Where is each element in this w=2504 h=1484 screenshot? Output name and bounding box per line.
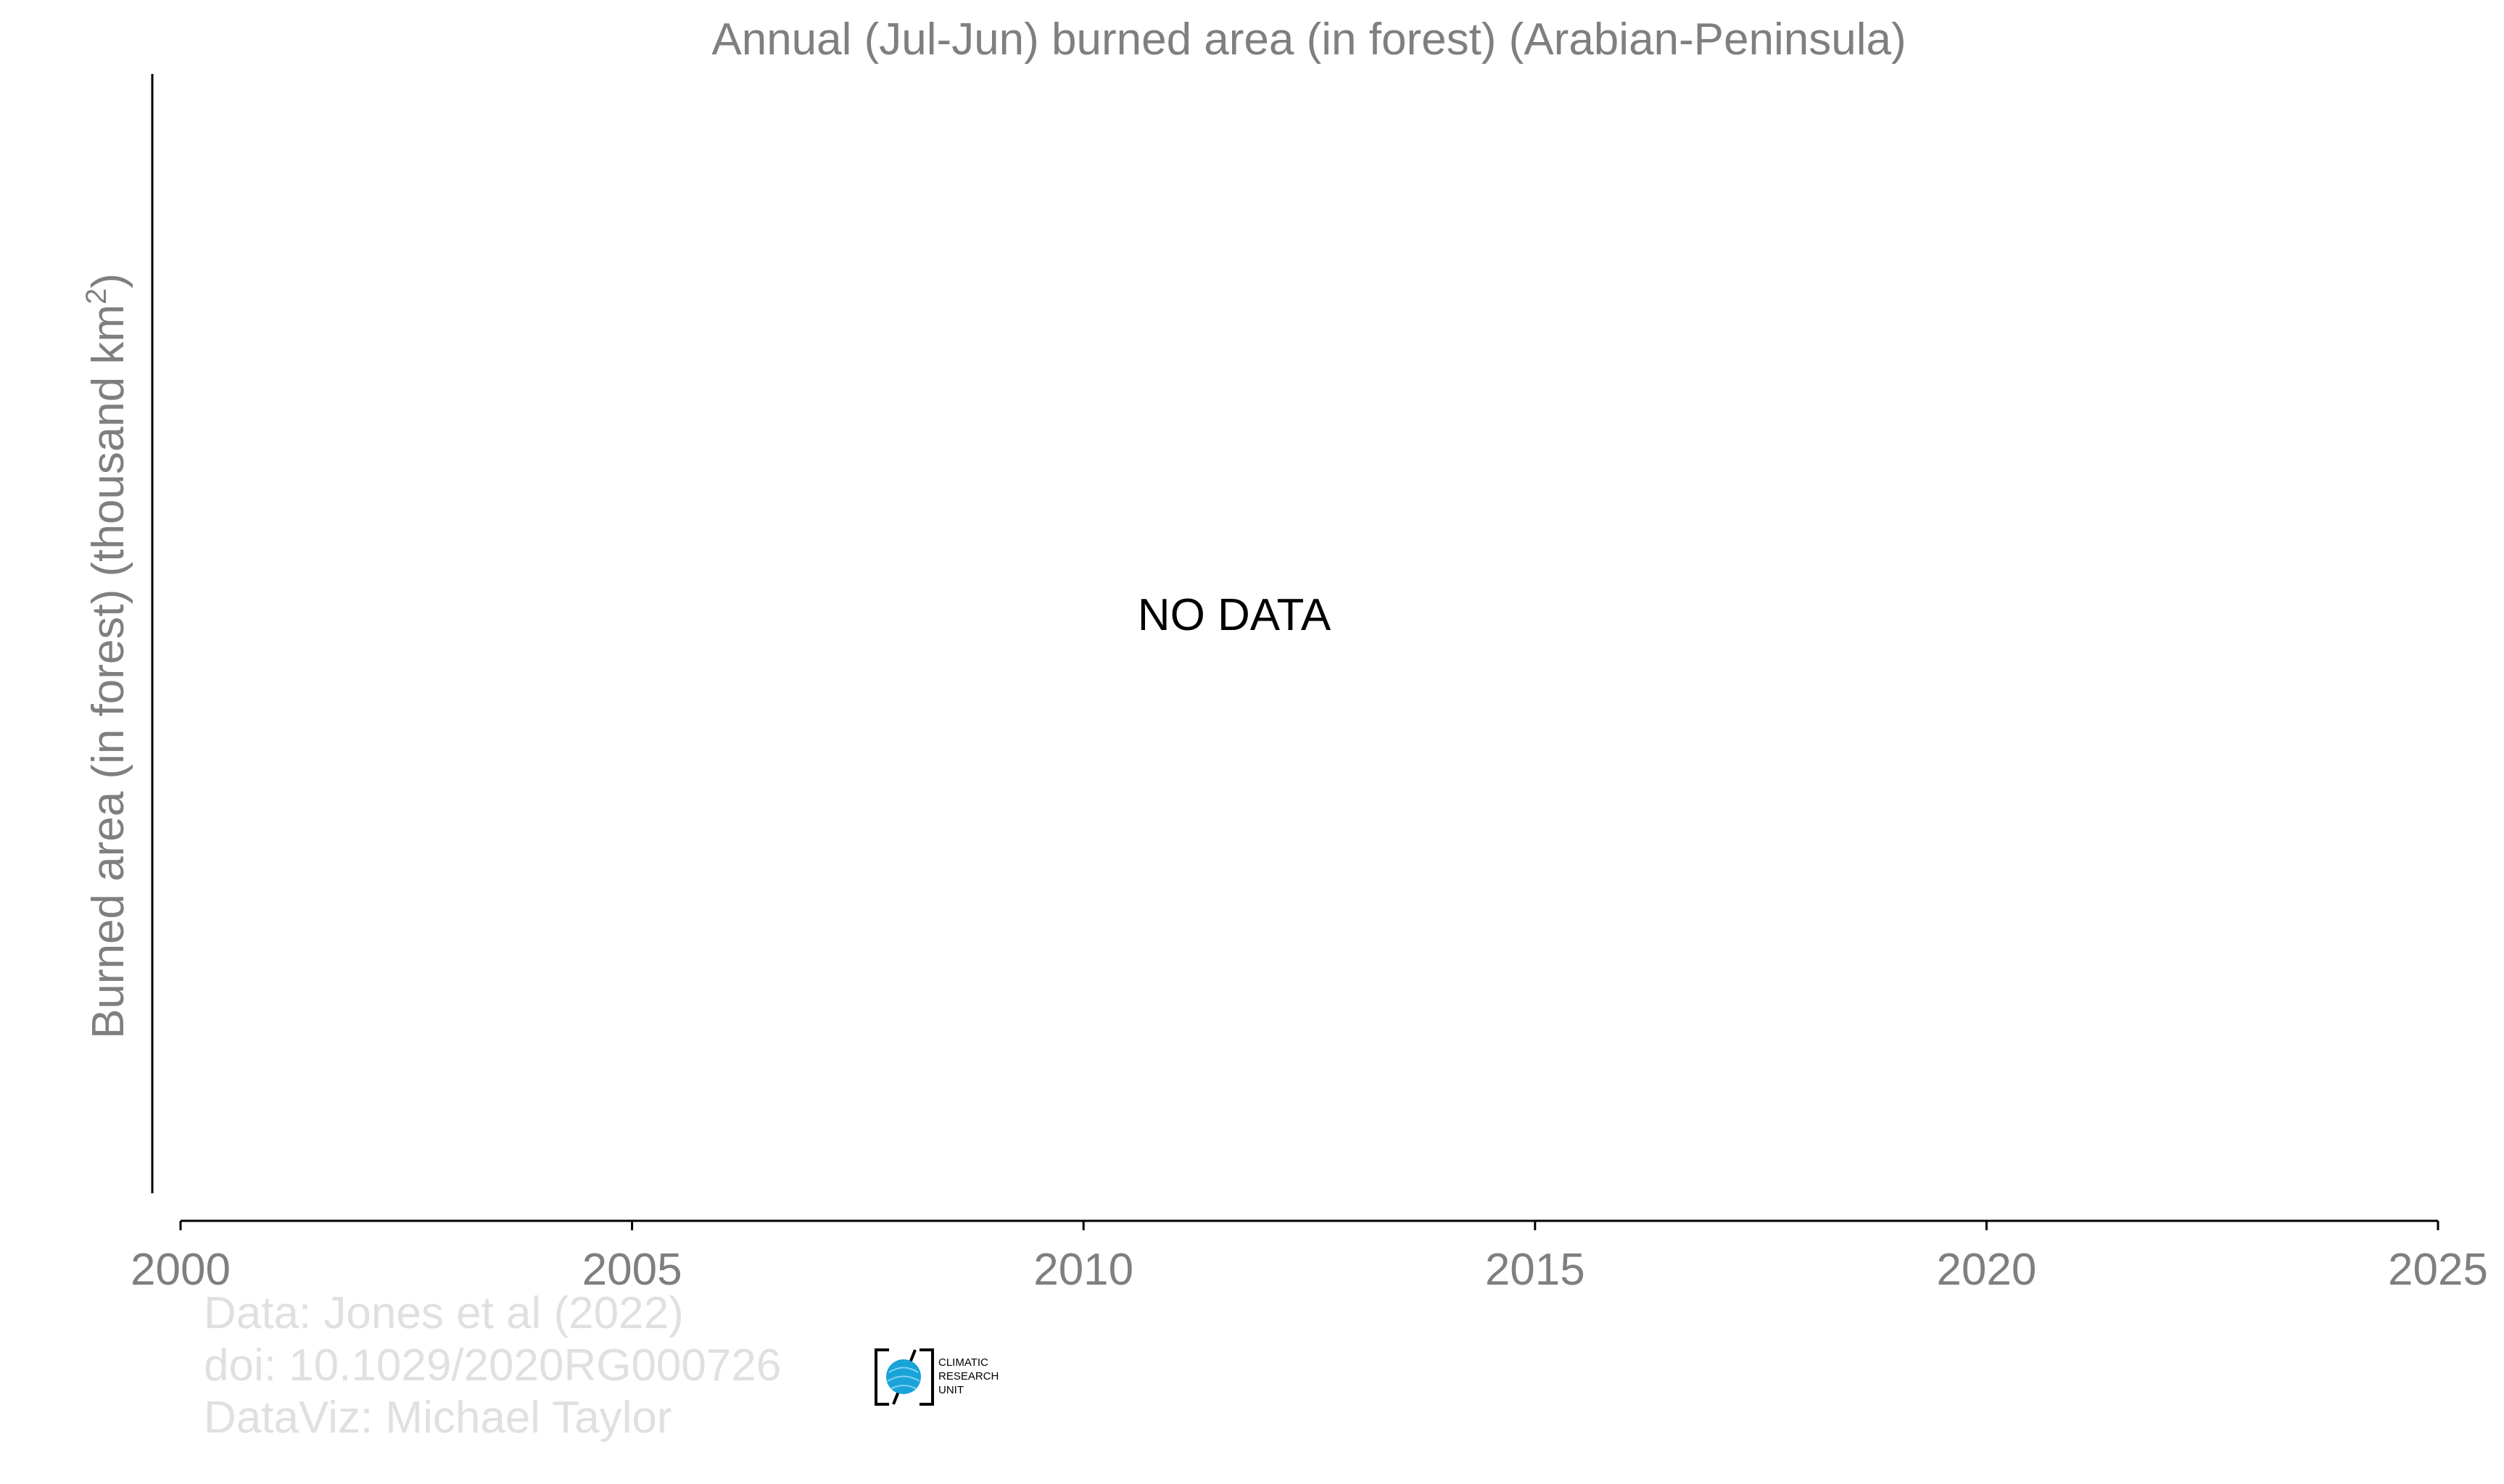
credit-doi: doi: 10.1029/2020RG000726 xyxy=(204,1340,781,1390)
x-tick-label-2025: 2025 xyxy=(2388,1245,2488,1295)
x-tick-label-2000: 2000 xyxy=(131,1245,231,1295)
globe-highlight xyxy=(887,1367,920,1390)
logo-text-line3: UNIT xyxy=(938,1384,964,1396)
y-axis-label-main: Burned area (in forest) (thousand km xyxy=(83,304,133,1039)
credit-data-source: Data: Jones et al (2022) xyxy=(204,1288,684,1338)
no-data-annotation: NO DATA xyxy=(1138,590,1331,640)
logo-text-line2: RESEARCH xyxy=(938,1370,999,1383)
cru-logo: CLIMATIC RESEARCH UNIT xyxy=(875,1348,999,1406)
x-tick-label-2010: 2010 xyxy=(1033,1245,1133,1295)
y-axis-label-superscript: 2 xyxy=(80,289,112,304)
x-tick-label-2005: 2005 xyxy=(582,1245,682,1295)
y-axis-label: Burned area (in forest) (thousand km2) xyxy=(80,273,133,1039)
y-axis-label-close: ) xyxy=(83,273,133,289)
credit-dataviz: DataViz: Michael Taylor xyxy=(204,1393,672,1443)
x-tick-label-2015: 2015 xyxy=(1485,1245,1585,1295)
chart-title: Annual (Jul-Jun) burned area (in forest)… xyxy=(711,14,1906,65)
x-axis-ticks: 2000 2005 2010 2015 2020 2025 xyxy=(131,1221,2488,1295)
logo-text-line1: CLIMATIC xyxy=(938,1356,988,1369)
x-tick-label-2020: 2020 xyxy=(1936,1245,2036,1295)
